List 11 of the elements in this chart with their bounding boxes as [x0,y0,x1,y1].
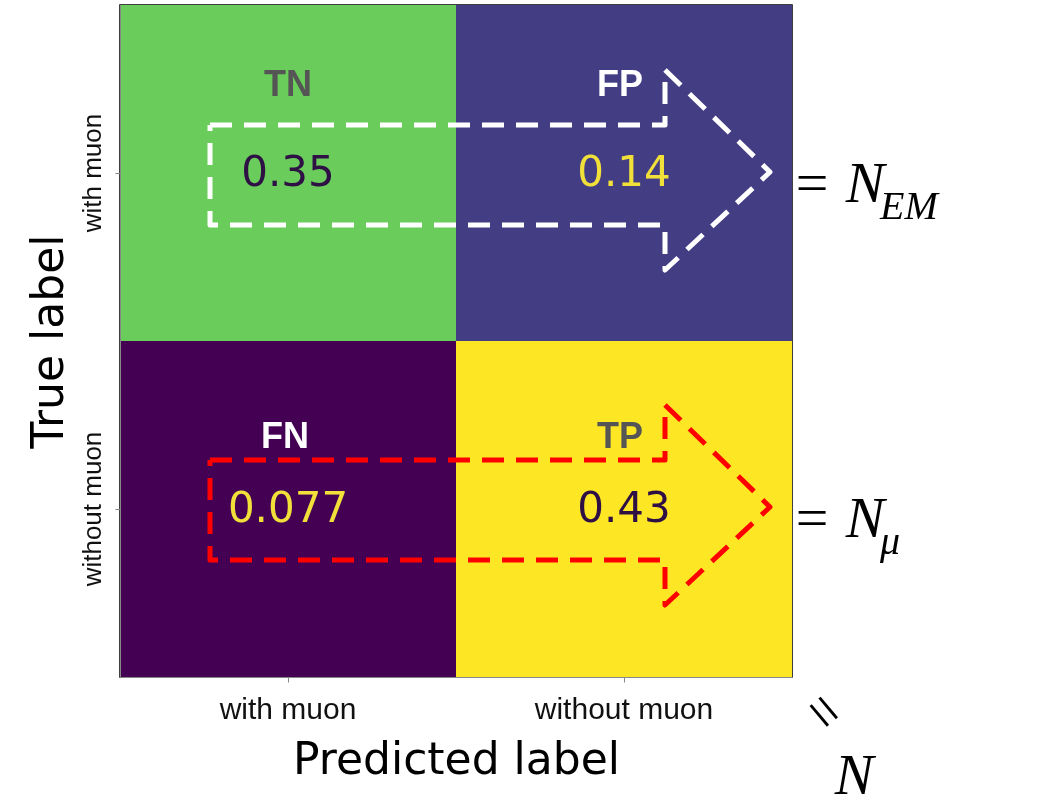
annotation: TN [264,63,312,104]
data-label: 0.077 [227,483,349,532]
annotation: FN [261,415,309,456]
data-label: 0.35 [241,147,335,196]
x-axis-title: Predicted label [293,732,620,784]
data-label: 0.43 [577,483,671,532]
data-label: 0.14 [577,147,671,196]
annotation: FP [596,63,644,104]
y-axis-title: True label [21,234,73,450]
text: = N [788,677,877,795]
annotation: TP [596,415,644,456]
